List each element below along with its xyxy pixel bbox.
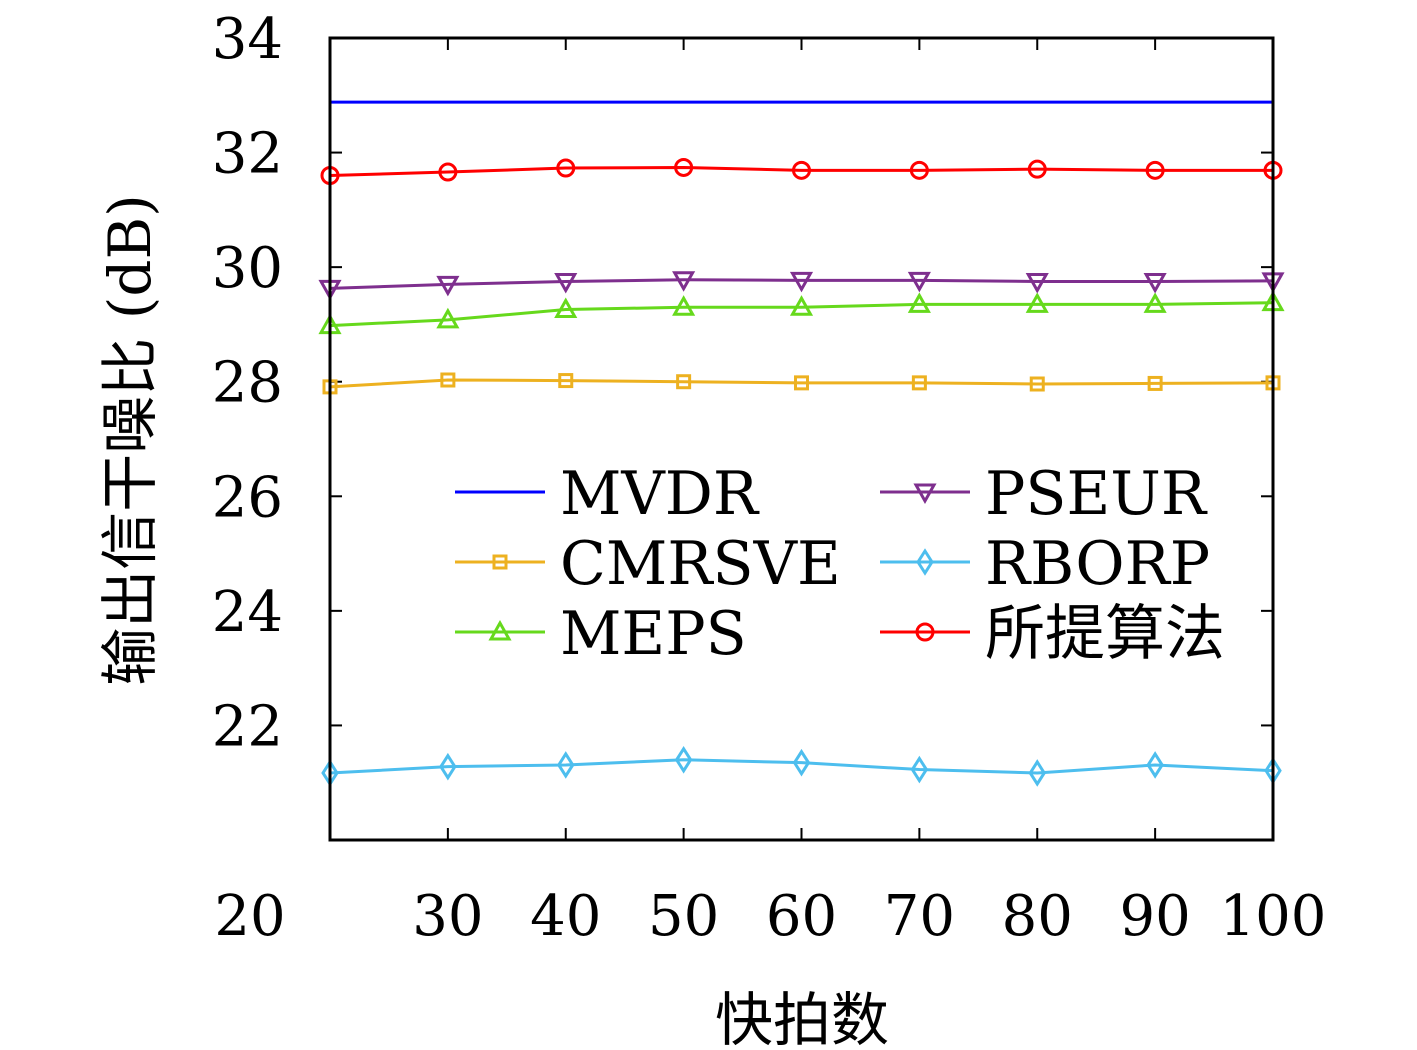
circle-marker (438, 162, 458, 182)
x-tick-label: 90 (1119, 884, 1190, 949)
legend-item: RBORP (880, 529, 1210, 599)
triangle-down-marker (1025, 272, 1049, 294)
circle-marker (915, 622, 935, 642)
x-tick-label: 100 (1220, 884, 1327, 949)
triangle-up-marker (907, 292, 931, 313)
triangle-up-marker (1025, 292, 1049, 313)
x-tick-label: 80 (1002, 884, 1073, 949)
triangle-up-marker (554, 297, 578, 319)
y-tick-label: 26 (212, 465, 283, 530)
circle-marker (556, 158, 576, 178)
y-axis-label: 输出信干噪比 (dB) (96, 194, 164, 685)
series-line (329, 165, 1273, 177)
square-marker (794, 375, 809, 391)
circle-marker (1145, 160, 1165, 180)
series-RBORP (321, 746, 1282, 787)
legend-item: MVDR (455, 459, 760, 529)
circle-marker (792, 160, 811, 180)
y-tick-label: 22 (212, 694, 283, 759)
legend-label: RBORP (985, 529, 1210, 599)
x-axis-label: 快拍数 (715, 986, 889, 1050)
triangle-up-marker (488, 619, 512, 641)
diamond-marker (1028, 759, 1047, 787)
plot-frame (328, 36, 1275, 842)
legend-item: 所提算法 (880, 599, 1225, 669)
series-PSEUR (318, 271, 1285, 301)
square-marker (492, 554, 508, 570)
series-line (329, 378, 1274, 389)
square-marker (1029, 376, 1045, 392)
triangle-down-marker (554, 272, 578, 294)
triangle-up-marker (789, 295, 814, 316)
y-tick-label: 34 (212, 7, 283, 72)
series-line (329, 278, 1274, 290)
series-CMRSVE (322, 372, 1281, 395)
square-marker (440, 372, 456, 388)
legend-label: MEPS (560, 599, 747, 669)
y-tick-label: 28 (212, 351, 283, 416)
triangle-down-marker (672, 271, 696, 292)
square-marker (1147, 375, 1163, 391)
circle-marker (909, 160, 929, 180)
square-marker (676, 374, 692, 390)
square-marker (911, 375, 927, 391)
diamond-marker (916, 548, 934, 576)
triangle-up-marker (672, 295, 696, 316)
triangle-down-marker (1143, 272, 1167, 294)
series-MEPS (318, 290, 1285, 335)
diamond-marker (1146, 751, 1164, 779)
triangle-down-marker (436, 275, 460, 297)
legend-label: 所提算法 (985, 599, 1225, 669)
series-所提算法 (320, 157, 1283, 185)
triangle-up-marker (436, 307, 460, 329)
series-line (329, 301, 1274, 328)
circle-marker (674, 157, 694, 177)
x-tick-label: 60 (766, 884, 837, 949)
x-tick-label: 70 (884, 884, 955, 949)
triangle-down-marker (913, 483, 937, 505)
circle-marker (1027, 159, 1047, 179)
legend-item: PSEUR (880, 459, 1208, 529)
legend-item: MEPS (455, 599, 747, 669)
series-line (329, 758, 1274, 775)
y-tick-label: 32 (212, 122, 283, 187)
diamond-marker (910, 755, 929, 784)
x-tick-label: 50 (648, 884, 719, 949)
triangle-down-marker (789, 271, 814, 293)
legend-item: CMRSVE (455, 529, 841, 599)
x-tick-label: 40 (530, 884, 601, 949)
x-tick-label: 20 (214, 884, 285, 949)
diamond-marker (439, 752, 457, 781)
legend-label: PSEUR (985, 459, 1208, 529)
diamond-marker (556, 751, 575, 779)
square-marker (558, 373, 574, 389)
y-tick-label: 30 (212, 236, 283, 301)
x-tick-label: 30 (412, 884, 483, 949)
legend-label: CMRSVE (560, 529, 841, 599)
diamond-marker (792, 748, 811, 777)
y-tick-label: 24 (212, 580, 283, 645)
diamond-marker (674, 746, 693, 774)
triangle-down-marker (907, 271, 931, 293)
legend-label: MVDR (560, 459, 760, 529)
triangle-up-marker (1143, 292, 1167, 313)
